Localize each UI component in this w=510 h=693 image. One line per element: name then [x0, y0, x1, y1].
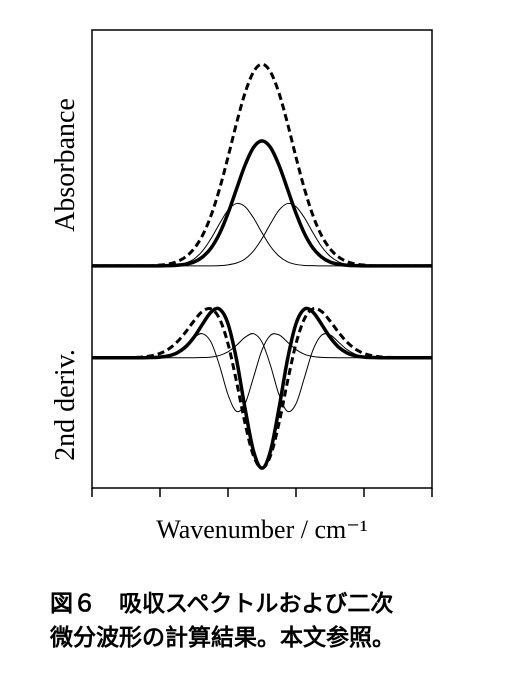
x-axis-label: Wavenumber / cm⁻¹: [156, 515, 367, 544]
spectrum-line: [92, 306, 432, 470]
spectrum-line: [92, 333, 432, 413]
spectrum-line: [92, 202, 432, 267]
caption-line: 微分波形の計算結果。本文参照。: [49, 624, 395, 651]
y-axis-label: 2nd deriv.: [50, 349, 81, 461]
plot-frame: [91, 29, 433, 489]
caption-line: 図６ 吸収スペクトルおよび二次: [50, 590, 393, 617]
spectrum-line: [92, 333, 432, 413]
spectrum-line: [92, 139, 432, 268]
spectrum-line: [92, 62, 432, 268]
spectrum-line: [92, 306, 432, 470]
y-axis-label: Absorbance: [50, 98, 81, 232]
spectrum-line: [92, 202, 432, 267]
